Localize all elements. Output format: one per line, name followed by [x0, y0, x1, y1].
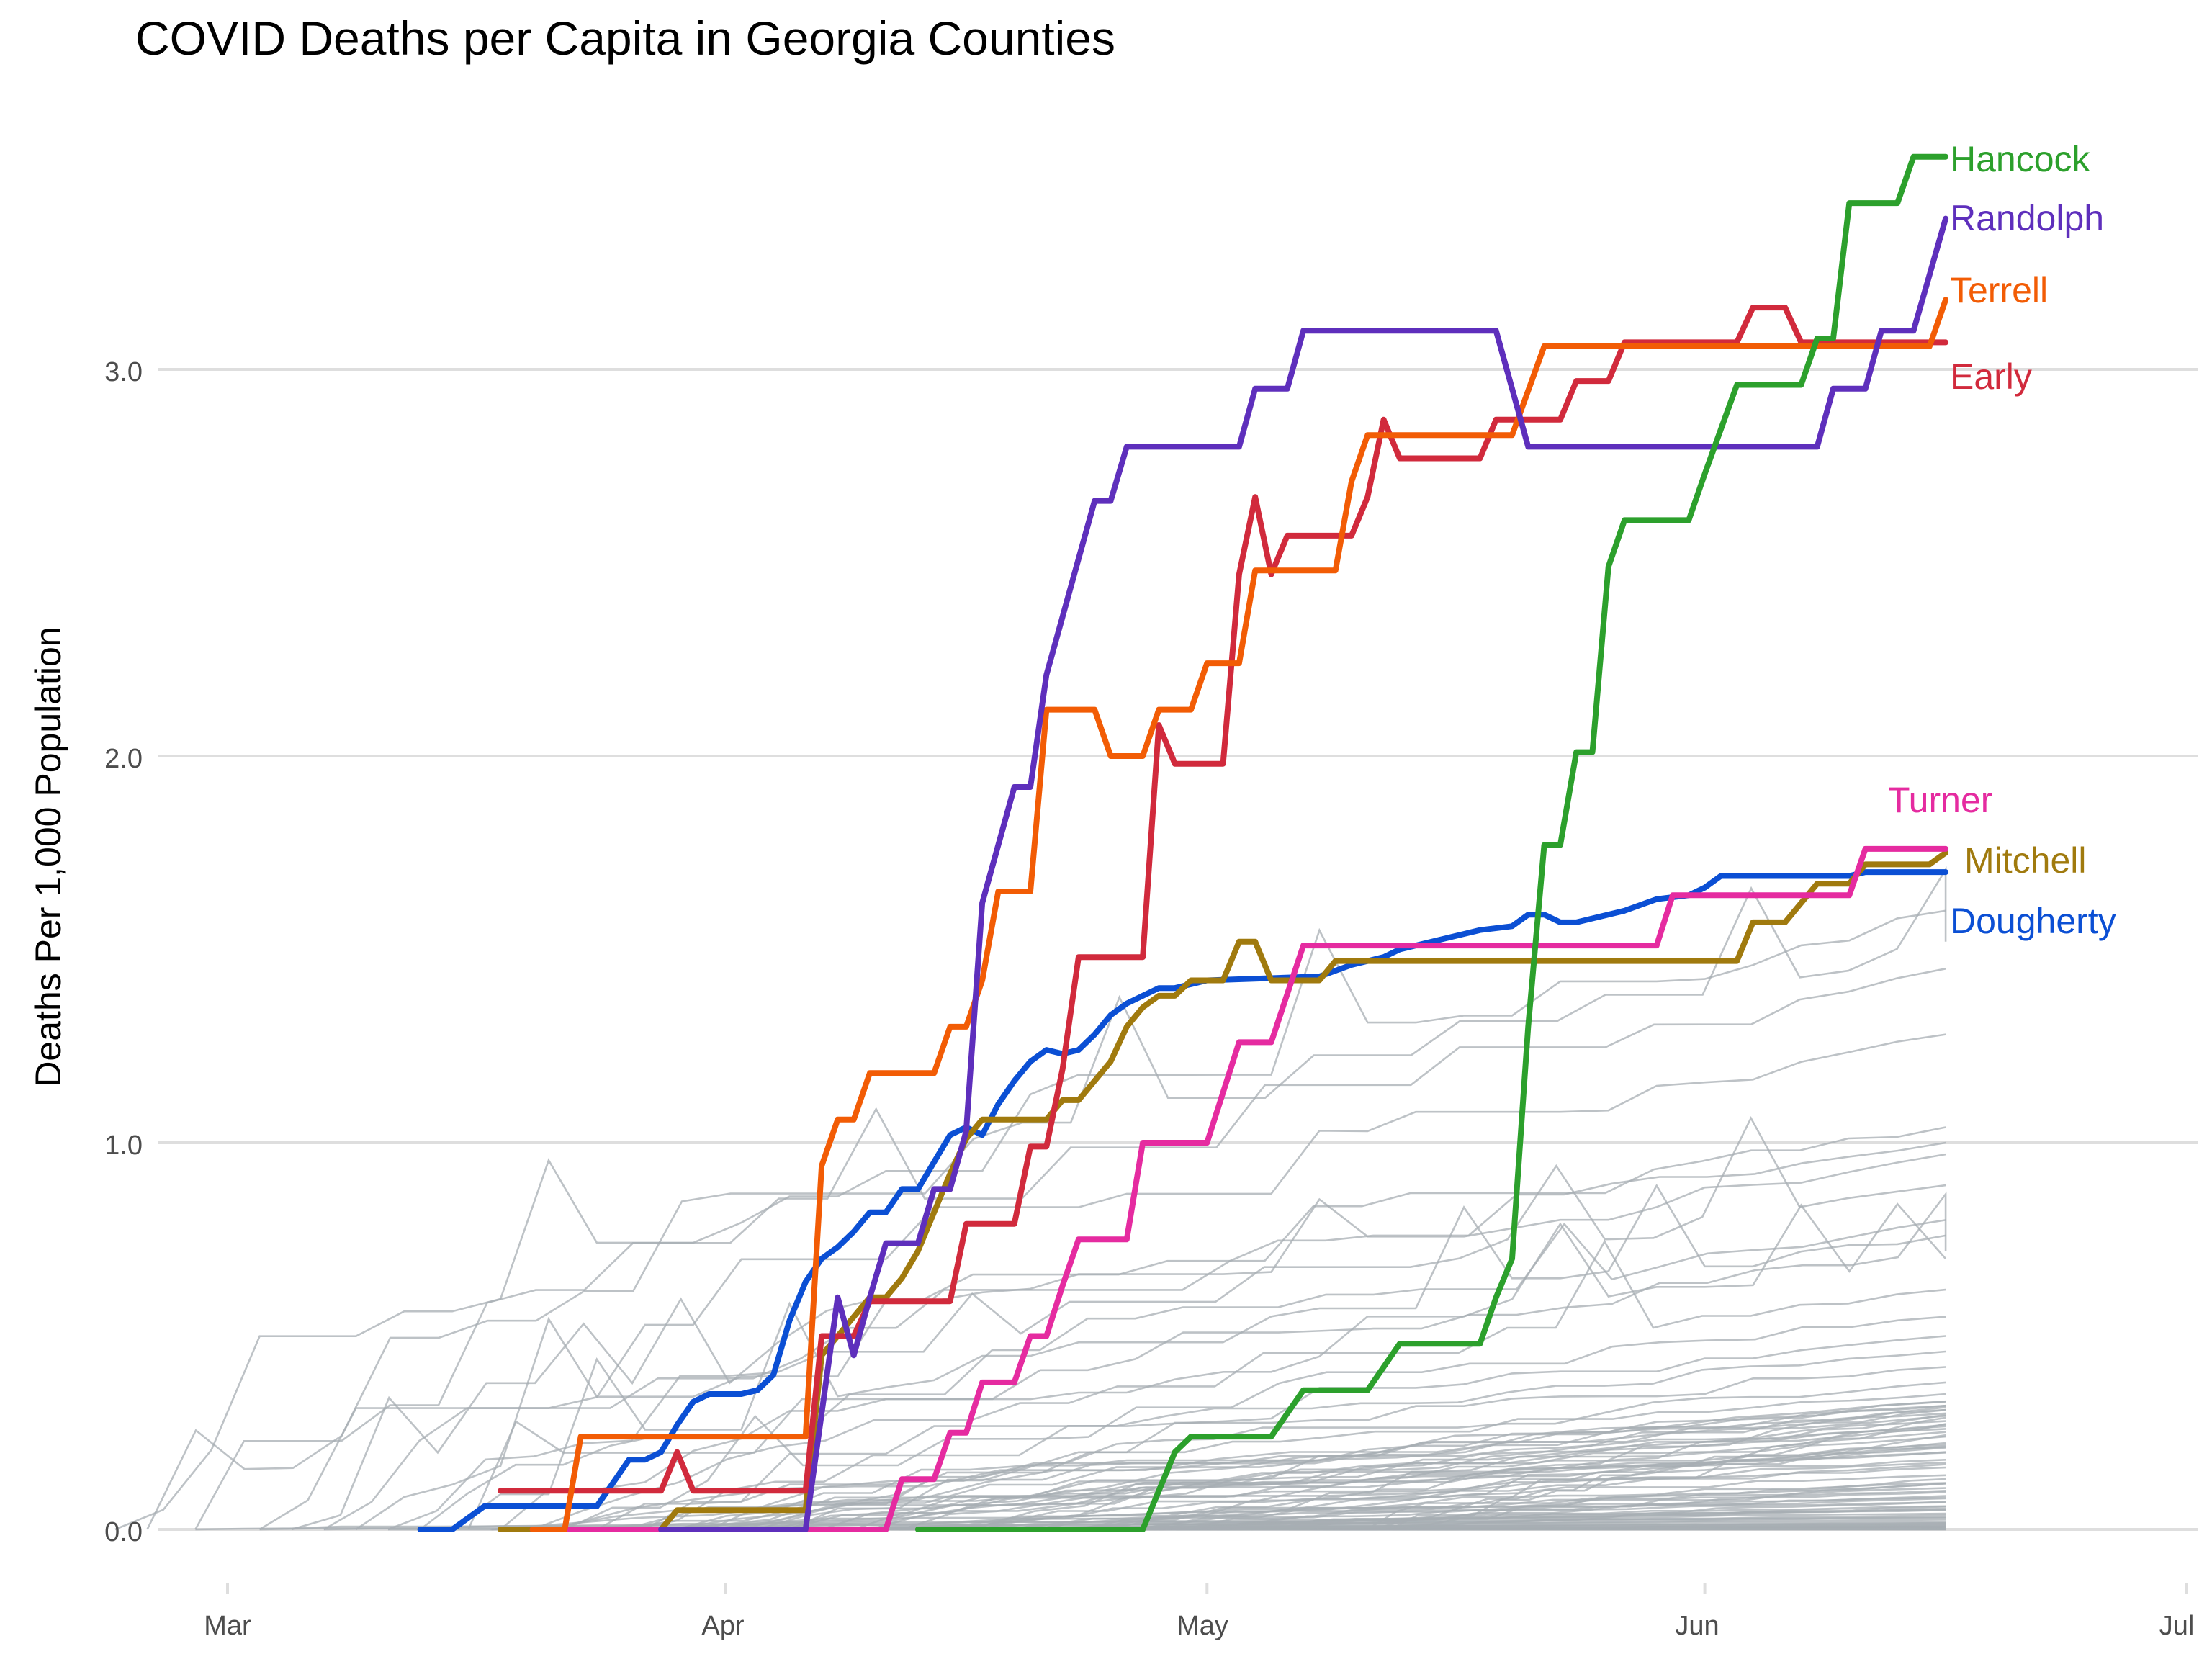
background-county-line: [323, 1141, 1946, 1531]
background-county-line: [387, 1115, 1946, 1531]
background-county-line: [467, 1191, 1947, 1530]
y-axis-ticks: 0.0 1.0 2.0 3.0: [104, 357, 143, 1547]
background-county-line: [652, 1400, 1946, 1531]
x-tick-label: Apr: [701, 1611, 744, 1641]
background-county-line: [573, 1405, 1946, 1531]
series-line-hancock: [914, 153, 1949, 1532]
series-line-mitchell: [498, 850, 1949, 1532]
series-labels: Dougherty Mitchell Turner Early Terrell Rando…: [1888, 139, 2116, 941]
series-label-hancock: Hancock: [1950, 139, 2091, 179]
x-tick-label: Jun: [1675, 1611, 1719, 1641]
background-county-line: [542, 1496, 1946, 1531]
background-county-line: [114, 909, 1946, 1531]
y-axis-label: Deaths Per 1,000 Population: [28, 626, 68, 1087]
background-county-line: [1078, 1408, 1946, 1531]
background-county-line: [902, 1451, 1946, 1531]
series-line-terrell: [529, 297, 1949, 1532]
series-line-early: [498, 305, 1949, 1494]
background-county-line: [1367, 1416, 1946, 1531]
series-line-randolph: [658, 215, 1949, 1532]
background-county-line: [451, 1184, 1946, 1531]
series-label-dougherty: Dougherty: [1950, 901, 2116, 941]
background-county-line: [355, 1153, 1946, 1531]
highlighted-county-lines: [417, 153, 1949, 1532]
background-county-line: [853, 1435, 1946, 1531]
background-county-line: [490, 1415, 1946, 1531]
series-line-turner: [529, 845, 1949, 1532]
background-county-line: [783, 1424, 1946, 1531]
background-county-line: [959, 1442, 1946, 1531]
background-county-line: [974, 1463, 1946, 1531]
background-county-line: [638, 1425, 1946, 1531]
background-county-line: [564, 1316, 1946, 1531]
background-county-line: [1154, 1483, 1946, 1531]
chart-title: COVID Deaths per Capita in Georgia Count…: [135, 12, 1115, 65]
series-label-turner: Turner: [1888, 780, 1992, 820]
series-label-mitchell: Mitchell: [1964, 840, 2086, 881]
series-label-early: Early: [1950, 356, 2032, 397]
x-tick-label: May: [1177, 1611, 1228, 1641]
background-county-line: [194, 968, 1946, 1530]
x-tick-label: Jul: [2159, 1611, 2195, 1641]
x-axis-ticks: Mar Apr May Jun Jul: [204, 1611, 2194, 1641]
background-county-line: [677, 1381, 1946, 1531]
series-label-terrell: Terrell: [1950, 270, 2048, 310]
background-county-line: [258, 1033, 1946, 1531]
background-county-line: [596, 1335, 1946, 1531]
background-county-line: [146, 866, 1947, 1530]
background-county-line: [532, 1239, 1946, 1531]
series-label-randolph: Randolph: [1950, 198, 2104, 238]
background-county-line: [1372, 1423, 1946, 1531]
background-county-line: [542, 1401, 1946, 1531]
background-county-lines: [114, 866, 1947, 1531]
background-county-line: [1043, 1491, 1946, 1531]
background-county-line: [932, 1406, 1946, 1531]
x-tick-label: Mar: [204, 1611, 251, 1641]
y-tick-label: 1.0: [104, 1130, 143, 1161]
background-county-line: [670, 1501, 1946, 1531]
y-tick-label: 3.0: [104, 357, 143, 387]
background-county-line: [934, 1459, 1946, 1531]
y-tick-label: 0.0: [104, 1517, 143, 1547]
y-tick-label: 2.0: [104, 744, 143, 774]
